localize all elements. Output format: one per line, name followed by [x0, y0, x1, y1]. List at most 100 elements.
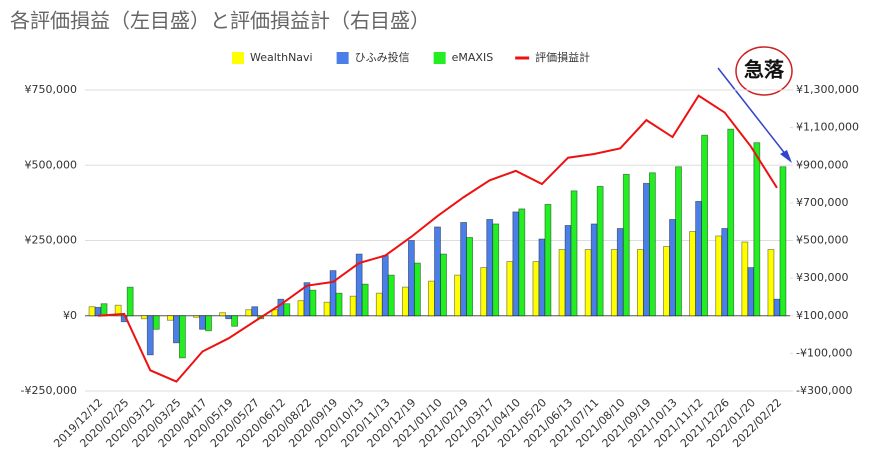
y-tick-label: ¥750,000: [25, 83, 78, 96]
bar: [721, 228, 729, 317]
bar: [172, 315, 180, 344]
bar: [309, 289, 317, 317]
bar: [231, 315, 239, 327]
bar: [466, 237, 474, 317]
y2-tick-label: ¥300,000: [796, 271, 849, 284]
bar: [492, 223, 500, 317]
y-tick-label: -¥250,000: [21, 384, 77, 397]
bar: [610, 249, 618, 317]
annotation-arrow: [717, 67, 791, 161]
bar: [622, 173, 630, 317]
bar: [205, 315, 212, 332]
bar: [532, 261, 540, 317]
bar: [193, 315, 200, 318]
bar: [413, 262, 421, 317]
y-tick-label: ¥500,000: [25, 158, 78, 171]
legend-swatch: [433, 52, 446, 64]
bar: [114, 304, 122, 317]
bar: [178, 315, 186, 359]
bar: [701, 134, 709, 317]
annotation-circle: [735, 46, 793, 96]
bar: [245, 309, 253, 317]
legend-swatch: [232, 52, 244, 64]
bar: [407, 240, 415, 317]
bar: [88, 306, 96, 317]
bar: [747, 267, 755, 317]
y2-tick-label: ¥900,000: [796, 158, 849, 171]
bar: [584, 249, 592, 317]
bar: [538, 238, 546, 317]
bar: [454, 274, 462, 317]
bar: [715, 235, 723, 317]
bar: [440, 253, 447, 317]
bar: [663, 246, 670, 317]
bar: [100, 303, 108, 317]
bar: [767, 249, 775, 317]
y2-tick-label: ¥700,000: [796, 196, 849, 209]
bar: [375, 292, 383, 317]
bar: [251, 306, 259, 317]
bar: [297, 300, 305, 317]
bar: [166, 315, 174, 321]
bar: [225, 315, 233, 320]
bar: [283, 303, 291, 317]
bar: [486, 219, 494, 317]
bar: [506, 261, 514, 317]
bar: [199, 315, 206, 330]
bar: [512, 211, 520, 317]
bar: [741, 241, 749, 317]
bar: [349, 295, 357, 317]
bar: [381, 255, 389, 317]
legend-swatch: [336, 52, 349, 64]
bar: [564, 225, 572, 317]
bar: [596, 185, 604, 317]
chart-title: 各評価損益（左目盛）と評価損益計（右目盛）: [10, 9, 430, 33]
bar: [428, 280, 435, 317]
bar: [689, 231, 697, 317]
bar: [323, 301, 331, 317]
bar: [480, 267, 488, 317]
y2-tick-label: ¥1,100,000: [796, 121, 859, 134]
bar: [140, 315, 148, 320]
bar: [648, 172, 656, 317]
y2-tick-label: ¥500,000: [796, 234, 849, 247]
bar: [616, 228, 624, 317]
bar: [590, 223, 598, 317]
bar: [558, 249, 566, 317]
bar: [460, 222, 468, 317]
bar: [361, 283, 369, 317]
bar: [401, 286, 409, 317]
bar: [753, 142, 761, 317]
legend-label: eMAXIS: [452, 51, 494, 64]
bar: [518, 208, 526, 317]
bar: [277, 298, 285, 317]
legend-label: ひふみ投信: [355, 50, 410, 64]
bar: [642, 182, 650, 317]
y-tick-label: ¥0: [63, 309, 77, 322]
legend-label: 評価損益計: [535, 50, 590, 64]
bar: [434, 226, 441, 317]
bar: [126, 286, 134, 317]
y2-tick-label: -¥100,000: [796, 346, 852, 359]
bar: [773, 298, 781, 317]
bar: [570, 190, 578, 317]
bar: [219, 312, 227, 317]
bar: [779, 166, 787, 317]
y2-tick-label: -¥300,000: [796, 384, 852, 397]
bar: [146, 315, 154, 356]
bar: [329, 270, 337, 317]
bar: [675, 166, 682, 317]
bar: [335, 292, 343, 317]
arrow-head: [780, 150, 792, 163]
bar: [152, 315, 160, 330]
legend-label: WealthNavi: [250, 51, 313, 64]
y2-tick-label: ¥1,300,000: [796, 83, 859, 96]
line: [97, 94, 778, 383]
bar: [727, 128, 735, 317]
bar: [544, 203, 552, 317]
bar: [669, 219, 676, 317]
y2-tick-label: ¥100,000: [796, 309, 849, 322]
y-tick-label: ¥250,000: [25, 234, 78, 247]
